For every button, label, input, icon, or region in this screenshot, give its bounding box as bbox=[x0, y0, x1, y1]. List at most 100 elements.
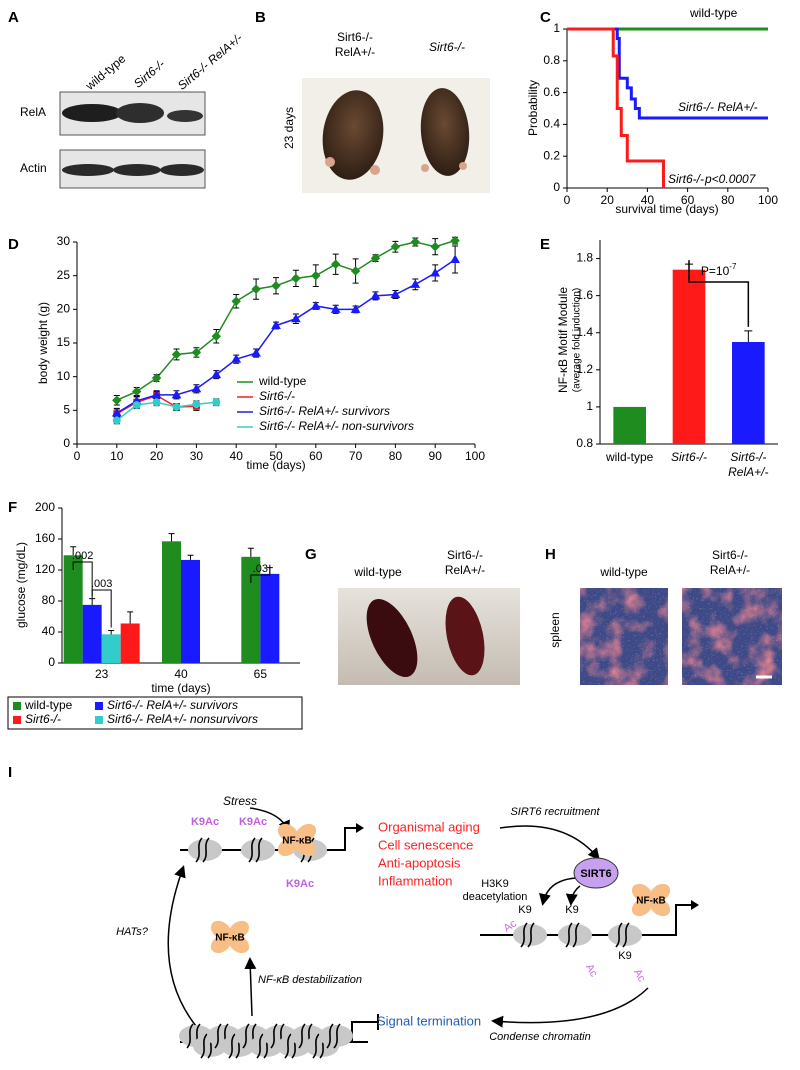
bar bbox=[162, 541, 181, 663]
series-label: Sirt6-/- bbox=[668, 172, 704, 186]
x-tick-label: 65 bbox=[254, 667, 268, 681]
dna-wrap bbox=[228, 1033, 236, 1059]
survival-curve bbox=[567, 27, 768, 120]
nfkb-lobe bbox=[631, 883, 653, 903]
x-axis-label: time (days) bbox=[151, 681, 210, 695]
dna-wrap bbox=[186, 1023, 194, 1049]
label-box: Sirt6-/- RelA+/- bbox=[728, 450, 769, 479]
data-point bbox=[251, 348, 261, 357]
data-point bbox=[370, 253, 381, 263]
data-point bbox=[450, 235, 460, 246]
data-point bbox=[390, 242, 401, 252]
y-tick-label: 200 bbox=[35, 500, 55, 514]
x-tick-label: 70 bbox=[349, 449, 363, 463]
data-point bbox=[171, 389, 182, 399]
genotype-label: Sirt6-/- RelA+/- bbox=[444, 548, 486, 577]
bar bbox=[82, 604, 102, 663]
outcome: Inflammation bbox=[378, 873, 452, 888]
y-tick-label: 1 bbox=[553, 21, 560, 35]
legend-label: Sirt6-/- RelA+/- survivors bbox=[107, 698, 238, 712]
ac-label: Ac bbox=[631, 967, 648, 985]
lane-label: wild-type bbox=[82, 51, 128, 93]
k9-label: K9 bbox=[618, 950, 631, 962]
data-point bbox=[410, 279, 421, 288]
bar bbox=[732, 342, 765, 444]
y-tick-label: 5 bbox=[63, 403, 70, 417]
x-tick-label: 60 bbox=[681, 193, 695, 207]
x-tick-label: 40 bbox=[230, 449, 244, 463]
data-point bbox=[291, 313, 301, 323]
panel-label: C bbox=[540, 9, 551, 26]
nfkb-lobe bbox=[631, 897, 653, 917]
nfkb-label: NF-κB bbox=[636, 896, 665, 907]
dna-wrap bbox=[527, 922, 535, 948]
ac-label: Ac bbox=[583, 962, 600, 980]
error-bar bbox=[247, 547, 254, 557]
data-point bbox=[330, 259, 341, 269]
y-axis-label: body weight (g) bbox=[36, 302, 50, 384]
comparison-bracket bbox=[72, 561, 93, 596]
legend-label: Sirt6-/- RelA+/- survivors bbox=[259, 404, 390, 418]
dna-wrap bbox=[255, 837, 263, 863]
data-point bbox=[191, 383, 202, 393]
y-tick-label: 20 bbox=[57, 302, 71, 316]
dna-wrap bbox=[565, 922, 573, 948]
data-point bbox=[192, 400, 201, 409]
genotype-label: wild-type bbox=[353, 565, 402, 579]
data-point bbox=[350, 304, 361, 313]
age-label: 23 days bbox=[282, 107, 296, 149]
outcome: Signal termination bbox=[377, 1013, 481, 1028]
comparison-bracket bbox=[91, 589, 112, 628]
y-tick-label: 0 bbox=[48, 655, 55, 669]
bar bbox=[260, 573, 280, 663]
data-point bbox=[450, 254, 460, 264]
y-axis-label: (average fold induction) bbox=[572, 288, 583, 393]
panel-label: H bbox=[545, 546, 556, 563]
annotation: P=10-7 bbox=[701, 262, 737, 278]
y-tick-label: 30 bbox=[57, 234, 71, 248]
x-axis-label: time (days) bbox=[246, 458, 305, 472]
pathway-diagram bbox=[167, 807, 699, 1059]
y-tick-label: 0.8 bbox=[543, 53, 560, 67]
panel-label: B bbox=[255, 9, 266, 26]
dna-wrap bbox=[622, 922, 630, 948]
x-tick-label: Sirt6-/- RelA+/- bbox=[728, 450, 769, 479]
x-tick-label: 100 bbox=[465, 449, 485, 463]
comparison-label: .003 bbox=[91, 578, 112, 590]
panel-label: G bbox=[305, 546, 317, 563]
dna-wrap bbox=[200, 1033, 208, 1059]
k9ac-label: K9Ac bbox=[239, 816, 267, 828]
dna-wrap bbox=[248, 837, 256, 863]
nfkb-label: NF-κB bbox=[282, 836, 311, 847]
dna-wrap bbox=[312, 1033, 320, 1059]
k9-label: K9 bbox=[565, 904, 578, 916]
comparison-bracket bbox=[250, 564, 271, 583]
legend-swatch bbox=[95, 702, 103, 710]
bar bbox=[613, 406, 646, 444]
lane-label: Sirt6-/- RelA+/- bbox=[175, 31, 245, 93]
dna-wrap bbox=[256, 1033, 264, 1059]
panel-label: F bbox=[8, 499, 17, 516]
legend-swatch bbox=[95, 716, 103, 724]
x-tick-label: 50 bbox=[269, 449, 283, 463]
y-tick-label: 1.6 bbox=[576, 288, 593, 302]
bar bbox=[120, 623, 140, 663]
nfkb-lobe bbox=[295, 823, 317, 843]
y-tick-label: 40 bbox=[42, 624, 56, 638]
genotype-label: Sirt6-/- RelA+/- bbox=[334, 30, 376, 59]
y-axis-label: Probability bbox=[526, 80, 540, 136]
data-point bbox=[271, 281, 281, 291]
nfkb-lobe bbox=[210, 920, 232, 940]
data-point bbox=[211, 331, 222, 341]
comparison-label: .002 bbox=[72, 550, 93, 562]
error-bar bbox=[187, 554, 194, 560]
y-tick-label: 160 bbox=[35, 531, 55, 545]
x-tick-label: 23 bbox=[95, 667, 109, 681]
legend-swatch bbox=[13, 702, 21, 710]
legend-label: Sirt6-/- RelA+/- nonsurvivors bbox=[107, 712, 258, 726]
data-point bbox=[430, 267, 441, 277]
x-tick-label: 60 bbox=[309, 449, 323, 463]
data-point bbox=[350, 266, 361, 276]
tissue-label: spleen bbox=[548, 612, 562, 647]
data-point bbox=[131, 386, 142, 397]
